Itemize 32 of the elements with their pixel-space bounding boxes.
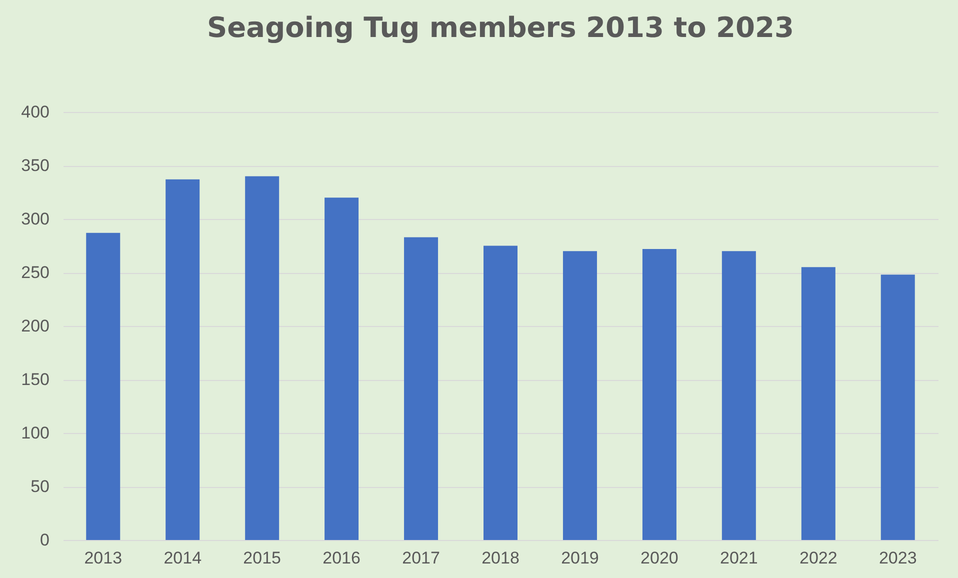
bar	[166, 179, 200, 540]
chart-title: Seagoing Tug members 2013 to 2023	[207, 11, 794, 44]
x-tick-label: 2013	[84, 548, 122, 568]
y-tick-label: 50	[30, 477, 50, 496]
bar	[801, 267, 836, 540]
x-tick-label: 2017	[402, 548, 440, 568]
y-tick-label: 0	[40, 530, 50, 550]
x-tick-label: 2020	[640, 548, 678, 568]
y-tick-label: 400	[21, 102, 50, 122]
bar	[484, 246, 518, 540]
bar	[880, 274, 915, 540]
x-tick-label: 2021	[720, 548, 758, 568]
y-tick-label: 350	[21, 156, 50, 175]
bar	[86, 232, 120, 540]
bar	[562, 251, 597, 540]
bar	[245, 176, 280, 540]
x-tick-label: 2015	[243, 548, 281, 568]
y-tick-label: 200	[21, 316, 50, 336]
x-tick-label: 2023	[878, 548, 917, 568]
y-tick-label: 300	[21, 210, 50, 228]
x-tick-label: 2022	[799, 548, 838, 568]
x-tick-label: 2019	[561, 548, 599, 568]
x-tick-label: 2018	[482, 548, 520, 568]
bar	[404, 237, 438, 540]
x-tick-label: 2016	[322, 548, 360, 568]
bar	[722, 251, 756, 540]
bar	[642, 248, 676, 540]
bar	[324, 198, 359, 540]
y-tick-label: 100	[21, 424, 50, 442]
x-tick-label: 2014	[164, 548, 202, 568]
y-tick-label: 250	[21, 263, 50, 282]
y-tick-label: 150	[21, 370, 50, 389]
